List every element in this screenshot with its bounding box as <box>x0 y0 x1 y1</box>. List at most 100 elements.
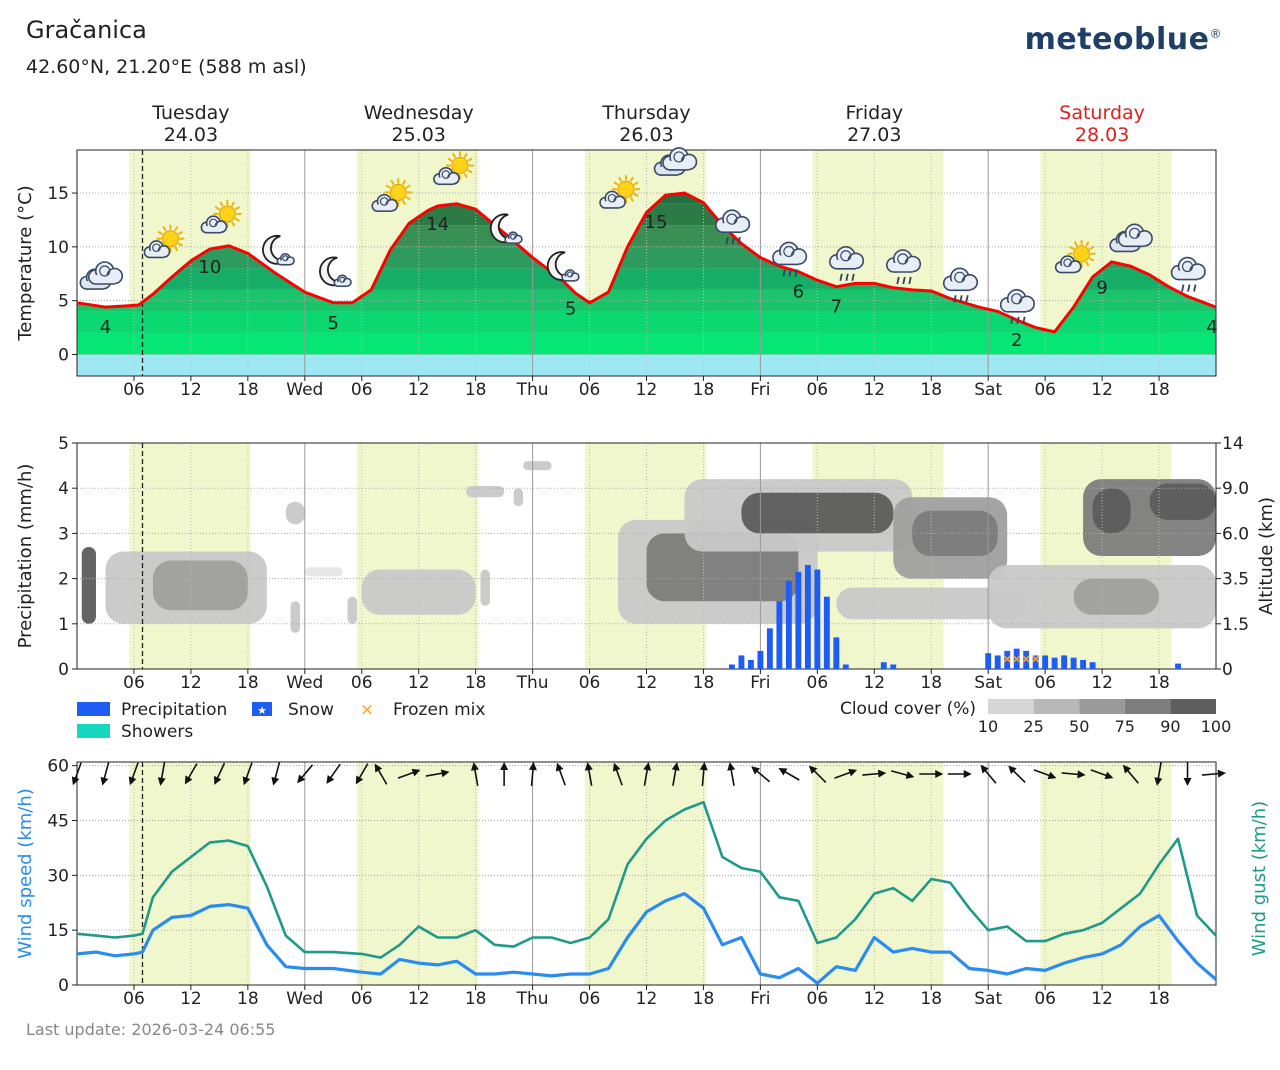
x-tick-label: 12 <box>1091 673 1113 693</box>
arrow-head <box>612 762 621 772</box>
day-date-label: 28.03 <box>1075 124 1129 146</box>
cloud-base <box>605 201 620 208</box>
below-freezing-band <box>77 354 1216 376</box>
sun-ray <box>467 157 473 162</box>
x-tick-label: 12 <box>180 989 202 1009</box>
precipitation-bar <box>1070 657 1077 669</box>
moon-cloud-icon <box>262 234 295 266</box>
arrow-head <box>355 775 364 785</box>
cloud-base <box>280 260 291 265</box>
sun-ray <box>385 184 391 189</box>
y-tick-label: 60 <box>47 757 69 777</box>
cloud-base <box>950 281 970 290</box>
rain-drop <box>959 295 963 303</box>
x-tick-label: 06 <box>807 673 829 693</box>
sun-ray <box>219 201 224 207</box>
sun-ray <box>174 226 179 232</box>
arrow-head <box>935 770 944 778</box>
day-name-label: Friday <box>846 102 904 124</box>
sun-ray <box>1069 245 1075 251</box>
sun-ray <box>1073 241 1078 247</box>
cloud-inner <box>282 255 289 262</box>
cloud-cover-swatch <box>1170 699 1216 714</box>
y-tick-label: 1 <box>58 615 69 635</box>
precipitation-bar <box>833 637 840 669</box>
cloud-inner <box>726 213 738 225</box>
day-date-label: 27.03 <box>847 124 901 146</box>
arrow-head <box>100 776 109 786</box>
rain-drop <box>896 276 900 285</box>
cloud-cover-region <box>290 601 301 633</box>
x-tick-label: 12 <box>863 673 885 693</box>
wind-direction-arrow <box>947 770 972 778</box>
rain-cloud-icon <box>715 209 751 245</box>
x-tick-label: Sat <box>974 380 1002 400</box>
y-tick-label: 45 <box>47 811 69 831</box>
sun-ray <box>633 192 639 198</box>
sun-ray <box>467 169 473 174</box>
x-tick-label: 18 <box>237 673 259 693</box>
sun-disc <box>617 180 635 198</box>
cloud-cover-level-label: 90 <box>1160 717 1180 736</box>
arrow-head <box>128 776 137 786</box>
cloud-base <box>206 225 221 233</box>
x-tick-label: 06 <box>1034 673 1056 693</box>
precipitation-bar <box>842 664 849 669</box>
wind-gust-line <box>76 800 1217 959</box>
cloud-inner <box>379 197 389 206</box>
cloud-base <box>565 276 576 281</box>
cloud-cover-region <box>836 587 1027 620</box>
showers-legend-label: Showers <box>121 722 193 742</box>
arrow-head <box>643 762 652 771</box>
x-tick-label: Thu <box>516 989 549 1009</box>
partly-sunny-icon <box>143 224 185 259</box>
rain-drop <box>902 276 906 285</box>
cloudy-icon <box>653 147 698 176</box>
arrow-head <box>808 765 818 774</box>
wind-direction-arrow <box>671 762 680 786</box>
y-tick-label: 0 <box>58 345 69 365</box>
precipitation-bar <box>1175 663 1181 669</box>
cloud-cover-region <box>513 488 524 507</box>
brand-logo[interactable]: meteoblue® <box>1025 22 1222 57</box>
cloud-base <box>722 223 742 232</box>
x-tick-label: 06 <box>1034 989 1056 1009</box>
sun-ray <box>1085 261 1090 267</box>
cloud-shape <box>333 274 352 288</box>
x-tick-label: 06 <box>351 989 373 1009</box>
wind-direction-arrow <box>100 762 110 786</box>
x-tick-label: 06 <box>807 380 829 400</box>
x-tick-label: 12 <box>636 673 658 693</box>
cloud-inner <box>673 151 685 163</box>
x-tick-label: 18 <box>920 673 942 693</box>
wind-direction-arrow <box>326 763 341 784</box>
daylight-band <box>1040 762 1172 985</box>
wind-direction-arrow <box>1122 764 1139 784</box>
rain-cloud-icon <box>942 267 979 303</box>
x-tick-label: 12 <box>636 380 658 400</box>
sun-ray <box>1088 245 1095 251</box>
cloud-base <box>836 259 856 269</box>
rain-drop <box>965 295 969 303</box>
arrow-head <box>297 774 306 784</box>
cloud-inner <box>607 193 617 203</box>
frozen-mix-icon: × <box>360 700 374 720</box>
wind-direction-arrow <box>834 768 858 779</box>
cloud-inner <box>954 271 966 283</box>
wind-direction-arrow <box>1201 769 1226 778</box>
wind-panel: 0 15 30 45 60 06 12 18 Wed 06 12 18 Thu 06 12 18 Fri 06 12… <box>15 757 1270 1009</box>
precipitation-bar <box>890 664 897 669</box>
y-tick-label: 15 <box>47 921 69 941</box>
day-date-label: 26.03 <box>619 124 673 146</box>
x-tick-label: 18 <box>1148 380 1170 400</box>
moon-cloud-icon <box>489 213 523 245</box>
x-tick-label: Wed <box>286 673 323 693</box>
wind-direction-arrow <box>71 762 82 786</box>
sun-ray <box>214 206 221 211</box>
daylight-band <box>584 762 707 985</box>
precipitation-bar <box>985 653 992 669</box>
precipitation-bar <box>785 580 792 669</box>
sun-ray <box>452 152 457 159</box>
cloudy-icon <box>1109 223 1153 253</box>
